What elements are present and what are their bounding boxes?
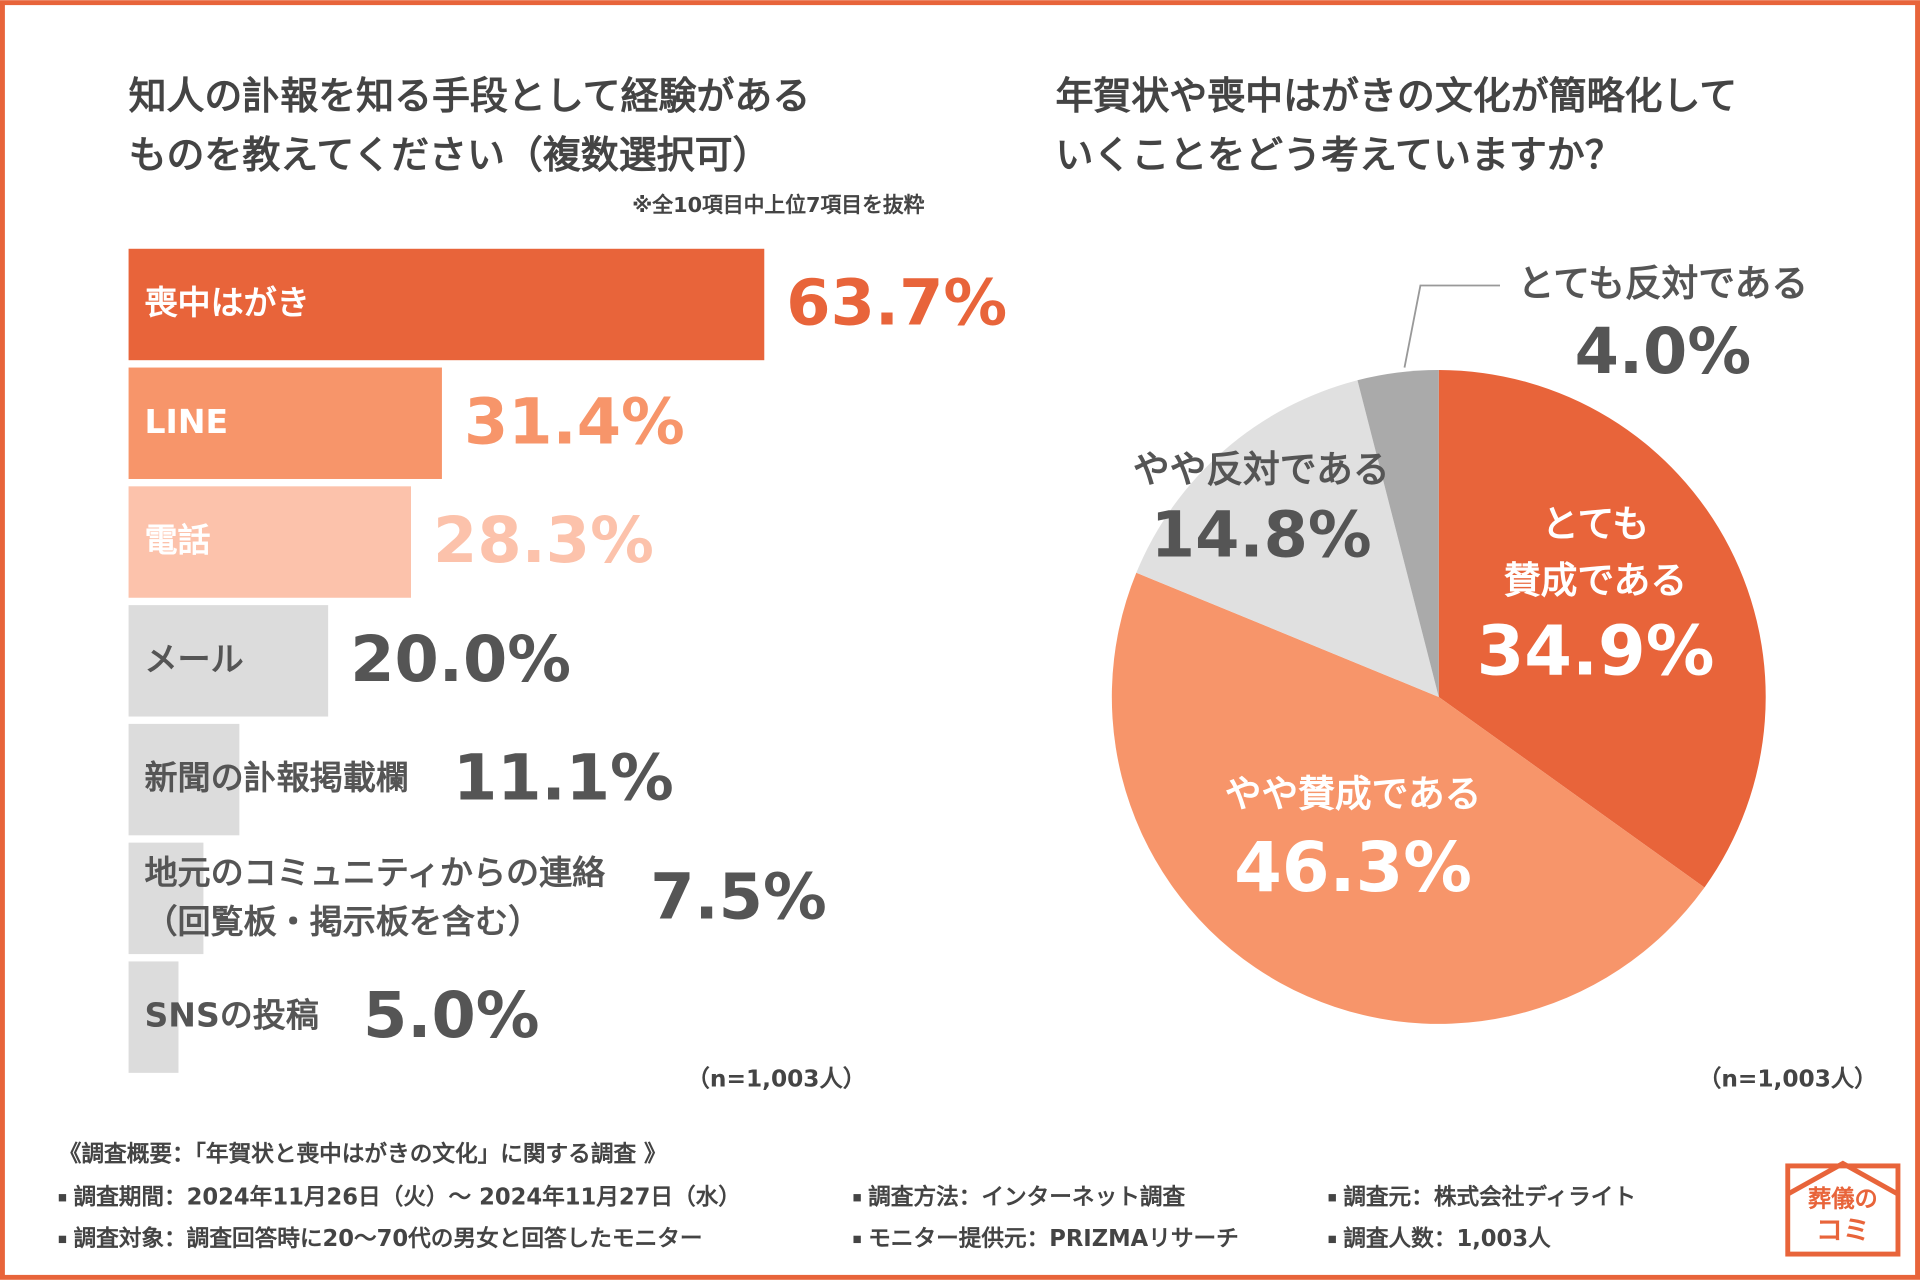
category-label: 電話 [144,521,210,560]
bar [128,723,240,836]
logo-text: 葬儀の [1808,1186,1878,1213]
pie-slice [1111,572,1705,1024]
logo-text: コミ [1816,1216,1870,1247]
category-label: 喪中はがき [144,283,309,322]
leader-line [1403,284,1500,368]
bullet [58,1235,67,1244]
bar [128,486,411,598]
footer-item: 調査対象：調査回答時に20～70代の男女と回答したモニター [73,1225,702,1252]
bar [128,367,442,479]
bullet [58,1194,67,1202]
pie-slice [1136,380,1439,697]
bar-subtitle: ※全10項目中上位7項目を抜粋 [632,193,925,217]
pie-slice [1357,370,1439,697]
footer-item: 調査期間：2024年11月26日（火）～ 2024年11月27日（水） [73,1183,740,1210]
category-label: SNSの投稿 [144,996,318,1035]
footer-item: 調査方法：インターネット調査 [868,1183,1185,1210]
footer-item: 調査人数：1,003人 [1343,1225,1551,1252]
value-label: 28.3% [433,504,654,578]
value-label: 63.7% [786,267,1007,341]
bar [128,248,765,361]
bar-sample-size: （n=1,003人） [687,1066,866,1093]
slice-value: 34.9% [1477,611,1715,691]
category-label: 地元のコミュニティからの連絡（回覧板・掲示板を含む） [144,852,606,940]
value-label: 7.5% [650,860,827,934]
bullet [1328,1235,1336,1244]
footer-item: モニター提供元：PRIZMAリサーチ [868,1225,1239,1252]
slice-label: とても賛成である [1504,502,1687,601]
bar [128,961,179,1073]
category-label: 新聞の訃報掲載欄 [144,758,408,797]
value-label: 31.4% [464,385,685,459]
pie-title: 年賀状や喪中はがきの文化が簡略化していくことをどう考えていますか？ [1056,74,1738,177]
value-label: 20.0% [350,623,571,697]
bullet [853,1194,861,1202]
footer-heading: 《調査概要：「年賀状と喪中はがきの文化」に関する調査 》 [59,1140,667,1167]
bullet [1328,1194,1336,1202]
logo-roof [1786,1160,1900,1197]
pie-sample-size: （n=1,003人） [1698,1066,1877,1093]
category-label: LINE [144,402,228,441]
footer-item: 調査元：株式会社ディライト [1343,1183,1636,1210]
slice-value: 46.3% [1234,828,1472,908]
bar [128,605,329,717]
slice-value: 4.0% [1575,315,1752,389]
pie-slice [1438,370,1766,888]
bar [128,842,204,955]
slice-label: やや反対である [1133,448,1390,491]
bullet [853,1235,861,1244]
bar-title: 知人の訃報を知る手段として経験があるものを教えてください（複数選択可） [129,74,811,177]
slice-label: とても反対である [1518,262,1808,305]
category-label: メール [144,639,243,678]
slice-label: やや賛成である [1225,773,1482,816]
logo: 葬儀の コミ [1785,1160,1901,1257]
slice-value: 14.8% [1151,499,1372,573]
value-label: 5.0% [363,979,540,1053]
value-label: 11.1% [453,742,674,816]
